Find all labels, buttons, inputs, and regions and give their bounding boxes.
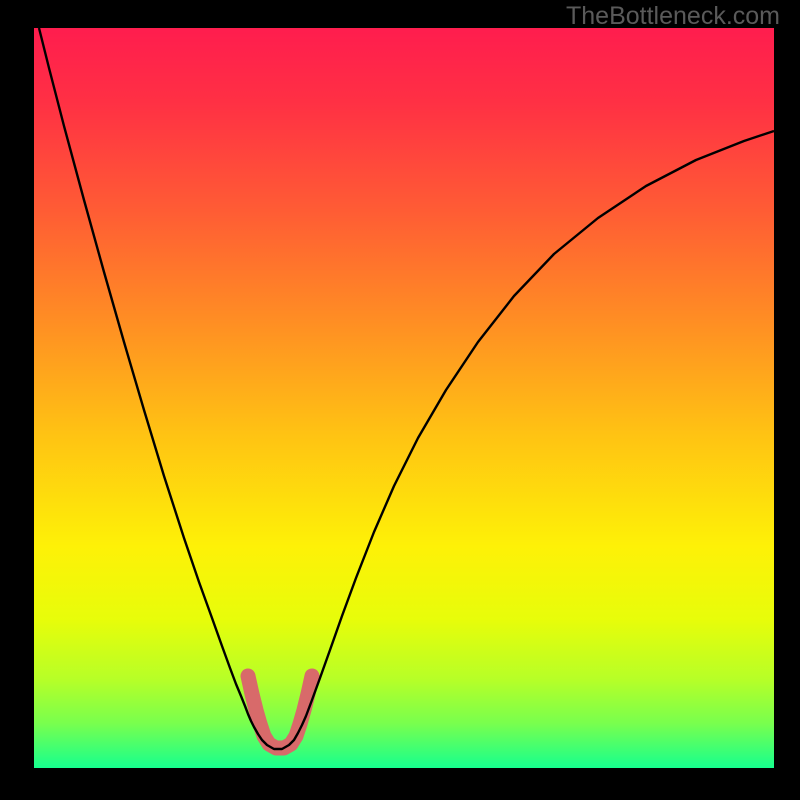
chart-svg (34, 28, 774, 768)
bottleneck-highlight (248, 676, 312, 748)
watermark-text: TheBottleneck.com (566, 2, 780, 31)
bottleneck-curve (39, 28, 774, 749)
plot-area (34, 28, 774, 768)
